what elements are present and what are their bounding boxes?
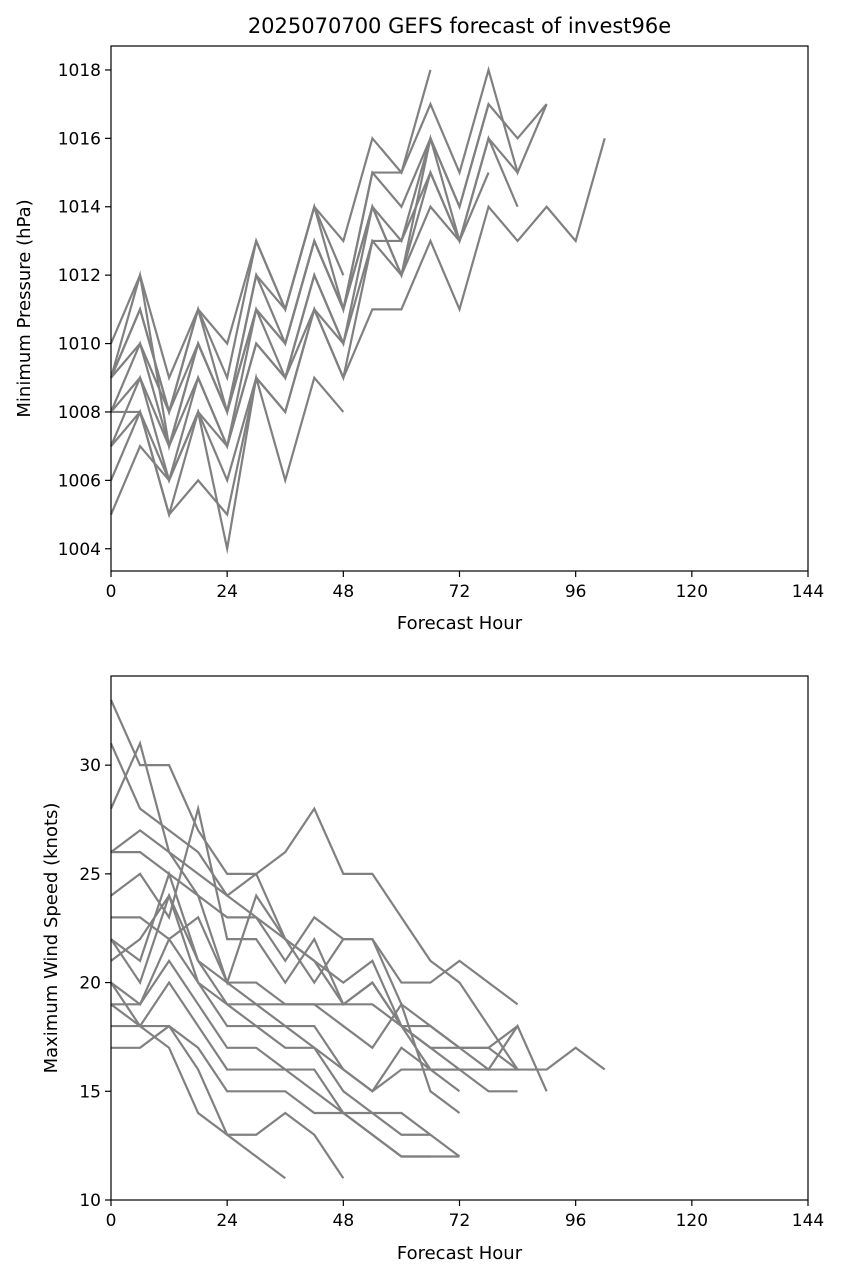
pressure-chart: 2025070700 GEFS forecast of invest96e 0 2… [14, 14, 824, 634]
series-line-2 [109, 740, 519, 1006]
x-tick-label: 48 [333, 1211, 355, 1231]
series-line-1 [109, 742, 519, 1071]
y-tick-label: 1010 [58, 335, 101, 355]
series-line-11 [111, 958, 431, 1136]
x-tick-label: 144 [792, 1211, 824, 1231]
series-line-3 [110, 828, 519, 1049]
y-tick-label: 1018 [58, 61, 101, 81]
x-tick-label: 48 [333, 582, 355, 602]
wind-chart: 0 24 48 72 96 120 144 10 15 20 25 30 Forecast Hour… [41, 675, 824, 1264]
x-tick-label: 120 [676, 1211, 708, 1231]
y-tick-label: 1004 [58, 540, 101, 560]
y-axis-label: Maximum Wind Speed (knots) [41, 803, 62, 1074]
series-line-7 [110, 870, 461, 1114]
x-axis: 0 24 48 72 96 120 144 [106, 571, 824, 602]
y-axis-label: Minimum Pressure (hPa) [14, 199, 35, 417]
y-tick-label: 1016 [58, 129, 101, 149]
y-tick-label: 1014 [58, 198, 101, 218]
series-line-5 [110, 136, 519, 450]
series-line-10 [109, 69, 432, 382]
y-axis: 1004 1006 1008 1010 1012 1014 1016 1018 [58, 61, 111, 560]
series-line-2 [110, 172, 490, 519]
y-tick-label: 10 [79, 1191, 101, 1211]
x-tick-label: 24 [216, 1211, 238, 1231]
x-tick-label: 144 [792, 582, 824, 602]
x-axis-label: Forecast Hour [397, 613, 523, 634]
y-tick-label: 30 [79, 756, 101, 776]
y-tick-label: 1012 [58, 266, 101, 286]
x-tick-label: 120 [676, 582, 708, 602]
wind-series [109, 699, 606, 1180]
y-tick-label: 1006 [58, 471, 101, 491]
x-tick-label: 72 [449, 582, 471, 602]
series-line-9 [109, 65, 548, 416]
pressure-series [109, 65, 606, 555]
series-line-5 [110, 804, 518, 1071]
y-tick-label: 1008 [58, 403, 101, 423]
x-tick-label: 96 [565, 1211, 587, 1231]
series-line-1 [109, 138, 606, 517]
x-tick-label: 96 [565, 582, 587, 602]
x-tick-label: 72 [449, 1211, 471, 1231]
series-line-15 [110, 981, 286, 1180]
x-tick-label: 24 [216, 582, 238, 602]
y-tick-label: 20 [79, 974, 101, 994]
series-line-11 [109, 133, 461, 452]
series-line-9 [110, 893, 460, 1093]
x-tick-label: 0 [106, 1211, 117, 1231]
x-axis: 0 24 48 72 96 120 144 [106, 1200, 824, 1231]
series-line-10 [110, 936, 461, 1158]
chart-title: 2025070700 GEFS forecast of invest96e [248, 14, 671, 38]
y-tick-label: 15 [79, 1082, 101, 1102]
series-line-0 [109, 372, 345, 555]
x-axis-label: Forecast Hour [397, 1243, 523, 1264]
y-tick-label: 25 [79, 865, 101, 885]
x-tick-label: 0 [106, 582, 117, 602]
y-axis: 10 15 20 25 30 [79, 756, 111, 1211]
